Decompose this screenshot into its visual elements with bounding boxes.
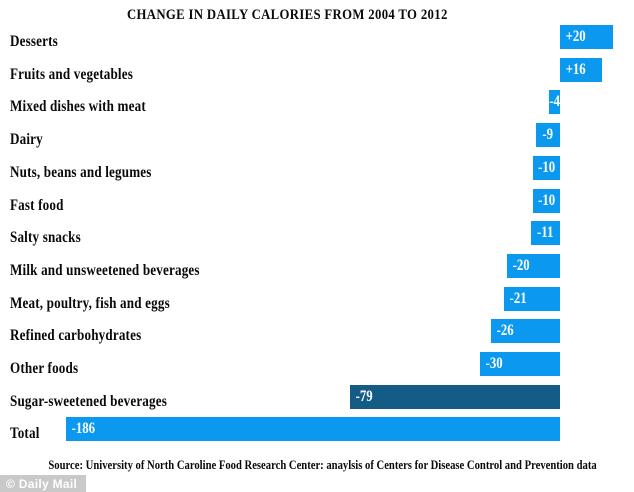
category-label: Dairy xyxy=(10,131,43,149)
bar-value-label: -10 xyxy=(538,158,556,176)
credit-text: © Daily Mail xyxy=(6,476,78,491)
bar-value-label: -21 xyxy=(509,289,527,307)
category-label: Sugar-sweetened beverages xyxy=(10,392,168,410)
category-label: Mixed dishes with meat xyxy=(10,98,146,116)
bar-value-label: -20 xyxy=(512,256,530,274)
bar-chart: Desserts +20 Fruits and vegetables +16 Mixed… xyxy=(10,25,613,443)
bar-value-label: +20 xyxy=(565,28,586,45)
bar-mixed-dishes-with-meat: -4 xyxy=(549,90,560,115)
bar-value-label: -9 xyxy=(542,126,554,144)
bar-value-label: -26 xyxy=(496,322,514,340)
category-label: Total xyxy=(10,425,40,443)
source-line: Source: University of North Caroline Foo… xyxy=(0,456,634,474)
bar-value-label: -30 xyxy=(485,355,503,372)
category-label: Nuts, beans and legumes xyxy=(10,163,152,181)
bar-meat-poultry-fish-and-eggs: -21 xyxy=(504,286,560,311)
category-label: Milk and unsweetened beverages xyxy=(10,261,200,279)
category-label: Refined carbohydrates xyxy=(10,327,142,345)
bar-value-label: +16 xyxy=(565,60,586,78)
bar-salty-snacks: -11 xyxy=(530,221,560,246)
bar-dairy: -9 xyxy=(535,123,560,148)
source-text: Source: University of North Caroline Foo… xyxy=(48,458,597,472)
category-label: Other foods xyxy=(10,360,79,377)
bar-desserts: +20 xyxy=(559,25,613,49)
bar-total: -186 xyxy=(66,417,560,442)
bar-fast-food: -10 xyxy=(533,188,560,213)
bar-value-label: -10 xyxy=(538,191,556,209)
bar-value-label: -11 xyxy=(537,224,554,242)
bar-fruits-and-vegetables: +16 xyxy=(559,57,603,82)
bar-other-foods: -30 xyxy=(480,352,560,376)
chart-title: CHANGE IN DAILY CALORIES FROM 2004 TO 20… xyxy=(127,7,448,23)
bar-sugar-sweetened-beverages: -79 xyxy=(350,384,560,409)
bar-value-label: -79 xyxy=(355,387,373,405)
category-label: Fast food xyxy=(10,196,64,214)
category-label: Meat, poultry, fish and eggs xyxy=(10,294,170,312)
bar-refined-carbohydrates: -26 xyxy=(490,319,560,344)
bar-value-label: -186 xyxy=(71,420,96,438)
category-label: Desserts xyxy=(10,33,58,50)
category-label: Salty snacks xyxy=(10,229,81,247)
category-label: Fruits and vegetables xyxy=(10,65,133,83)
credit-badge: © Daily Mail xyxy=(0,475,87,492)
bar-value-label: -4 xyxy=(549,93,560,111)
bar-nuts-beans-and-legumes: -10 xyxy=(533,155,560,180)
bar-milk-and-unsweetened-beverages: -20 xyxy=(506,253,560,278)
